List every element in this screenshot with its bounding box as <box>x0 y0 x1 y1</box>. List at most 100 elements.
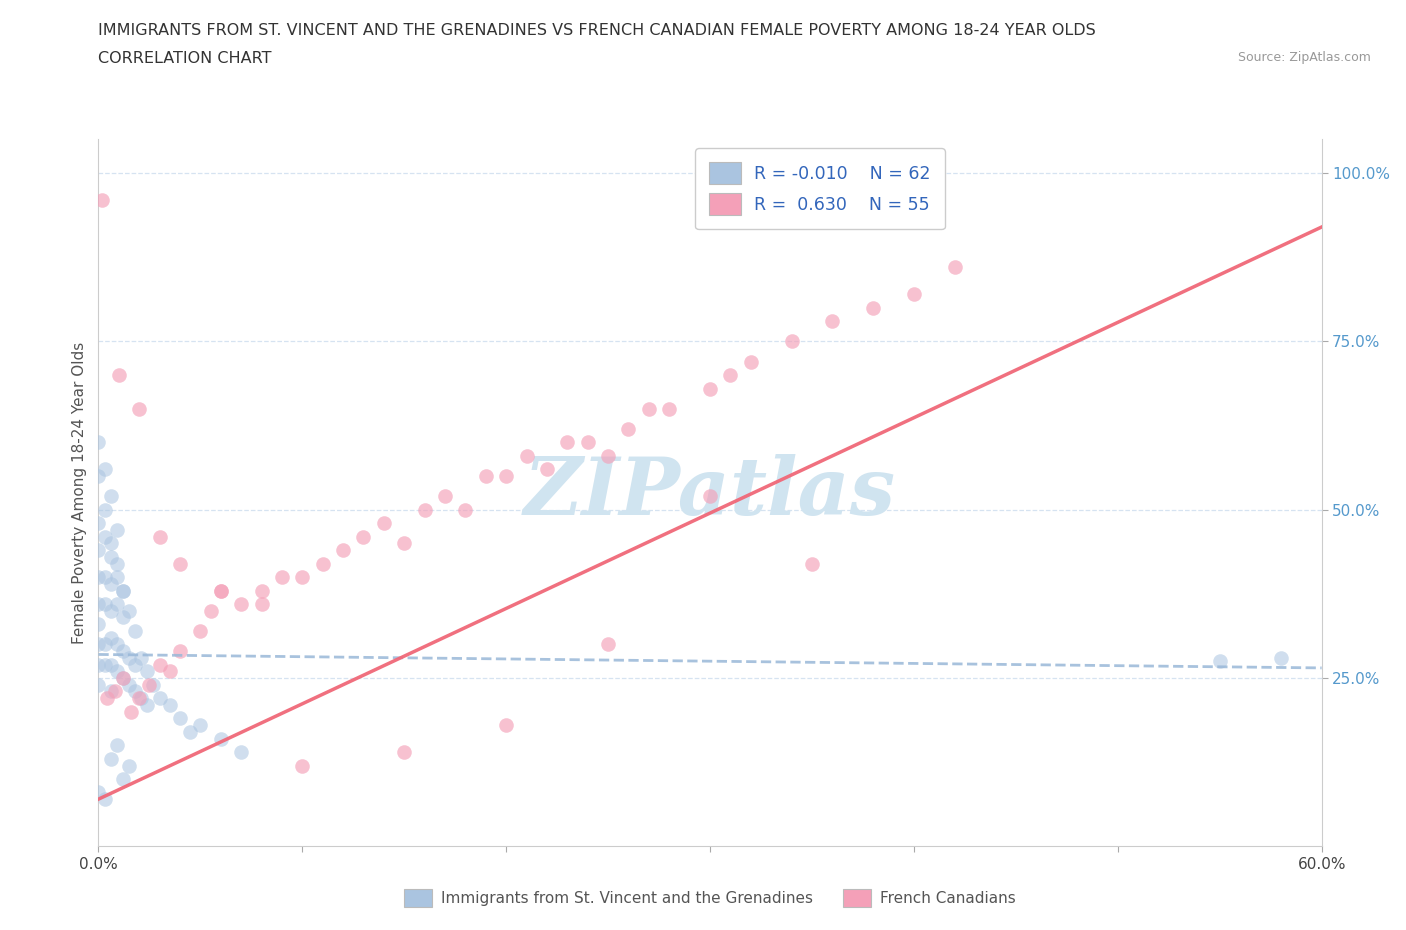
Point <box>105 737 128 752</box>
Point <box>104 684 127 699</box>
Point <box>159 664 181 679</box>
Point <box>108 367 131 382</box>
Point <box>250 596 273 611</box>
Point <box>93 529 115 544</box>
Point <box>124 684 146 699</box>
Point <box>100 684 122 699</box>
Point <box>100 658 122 672</box>
Point <box>93 658 115 672</box>
Point <box>209 583 232 598</box>
Point <box>111 671 134 685</box>
Point <box>93 791 115 806</box>
Point <box>87 516 110 531</box>
Point <box>111 772 134 787</box>
Point <box>111 610 134 625</box>
Point <box>209 731 232 746</box>
Point <box>87 785 110 800</box>
Point <box>87 543 110 558</box>
Point <box>111 583 134 598</box>
Text: IMMIGRANTS FROM ST. VINCENT AND THE GRENADINES VS FRENCH CANADIAN FEMALE POVERTY: IMMIGRANTS FROM ST. VINCENT AND THE GREN… <box>98 23 1097 38</box>
Point <box>120 704 142 719</box>
Point <box>159 698 181 712</box>
Point <box>270 569 294 584</box>
Point <box>821 313 844 328</box>
Point <box>617 421 640 436</box>
Text: CORRELATION CHART: CORRELATION CHART <box>98 51 271 66</box>
Point <box>128 402 150 417</box>
Point <box>87 596 110 611</box>
Point <box>91 193 114 207</box>
Point <box>169 556 191 571</box>
Point <box>637 402 661 417</box>
Point <box>100 631 122 645</box>
Point <box>231 745 253 760</box>
Point <box>555 435 579 450</box>
Text: Source: ZipAtlas.com: Source: ZipAtlas.com <box>1237 51 1371 64</box>
Point <box>312 556 335 571</box>
Point <box>536 462 558 477</box>
Point <box>598 448 620 463</box>
Point <box>740 354 762 369</box>
Point <box>392 536 416 551</box>
Point <box>100 604 122 618</box>
Point <box>93 596 115 611</box>
Point <box>100 550 122 565</box>
Point <box>87 569 110 584</box>
Point <box>118 758 141 773</box>
Point <box>100 536 122 551</box>
Point <box>495 469 517 484</box>
Point <box>209 583 232 598</box>
Point <box>231 596 253 611</box>
Point <box>129 691 152 706</box>
Point <box>718 367 742 382</box>
Point <box>105 523 128 538</box>
Point <box>105 569 128 584</box>
Point <box>142 677 165 692</box>
Point <box>169 644 191 658</box>
Point <box>291 569 314 584</box>
Point <box>136 698 159 712</box>
Point <box>87 637 110 652</box>
Point <box>903 286 925 301</box>
Point <box>200 604 222 618</box>
Point <box>392 745 416 760</box>
Point <box>149 658 172 672</box>
Point <box>87 469 110 484</box>
Legend: Immigrants from St. Vincent and the Grenadines, French Canadians: Immigrants from St. Vincent and the Gren… <box>398 883 1022 913</box>
Point <box>118 604 141 618</box>
Point <box>100 489 122 504</box>
Point <box>188 718 212 733</box>
Point <box>413 502 436 517</box>
Point <box>118 677 141 692</box>
Point <box>188 623 212 638</box>
Point <box>434 489 457 504</box>
Point <box>124 623 146 638</box>
Point <box>943 260 966 275</box>
Point <box>100 577 122 591</box>
Point <box>124 658 146 672</box>
Text: ZIPatlas: ZIPatlas <box>524 454 896 532</box>
Point <box>100 751 122 766</box>
Point <box>87 677 110 692</box>
Point <box>87 658 110 672</box>
Point <box>105 664 128 679</box>
Point <box>128 691 150 706</box>
Point <box>93 502 115 517</box>
Point <box>699 381 721 396</box>
Point <box>96 691 118 706</box>
Point <box>801 556 824 571</box>
Point <box>87 617 110 631</box>
Point <box>93 569 115 584</box>
Y-axis label: Female Poverty Among 18-24 Year Olds: Female Poverty Among 18-24 Year Olds <box>72 342 87 644</box>
Point <box>149 529 172 544</box>
Point <box>179 724 201 739</box>
Point <box>93 462 115 477</box>
Point <box>87 435 110 450</box>
Point <box>129 650 152 665</box>
Point <box>118 650 141 665</box>
Point <box>111 671 134 685</box>
Point <box>105 596 128 611</box>
Point <box>516 448 538 463</box>
Point <box>111 583 134 598</box>
Point <box>136 664 159 679</box>
